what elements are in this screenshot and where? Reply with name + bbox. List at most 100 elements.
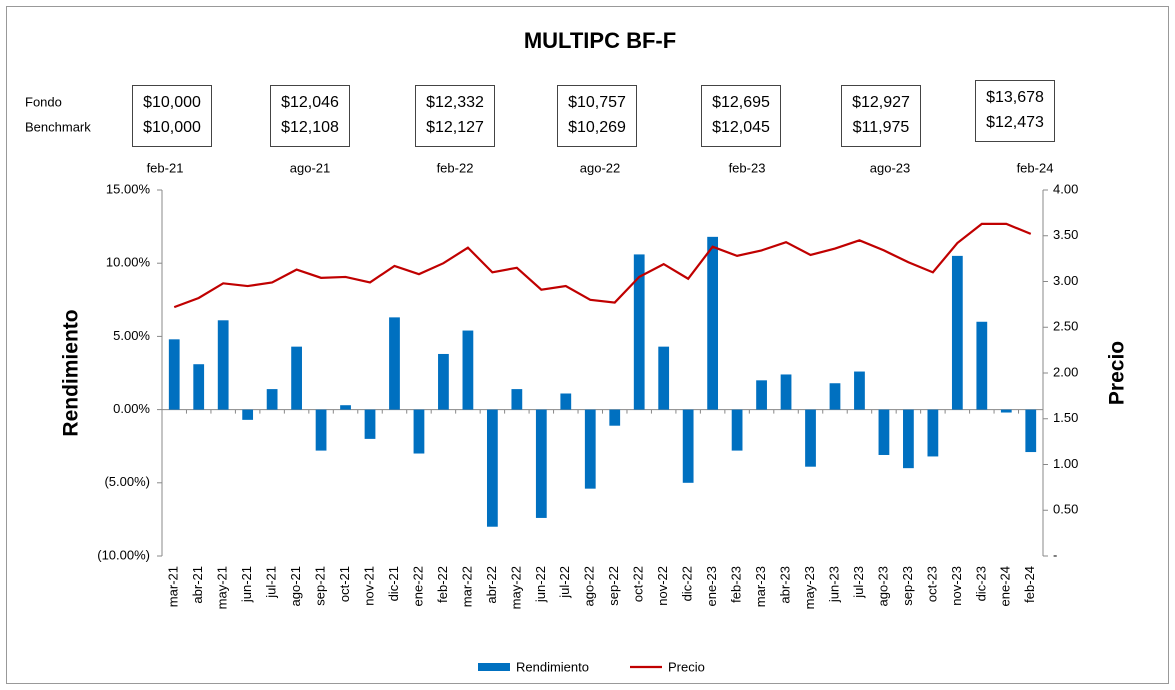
snapshot-box — [270, 85, 350, 147]
bar — [707, 236, 719, 410]
y-tick-label: 10.00% — [106, 255, 151, 270]
bar — [168, 339, 180, 410]
bar — [560, 393, 572, 410]
snapshot-fondo: $10,757 — [568, 94, 626, 111]
y-tick-label: (5.00%) — [104, 474, 150, 489]
line — [173, 222, 1032, 309]
snapshot-fondo: $12,695 — [712, 94, 770, 111]
y-tick-label: 0.00% — [113, 401, 150, 416]
bar — [462, 330, 474, 410]
bar — [266, 389, 278, 410]
snapshot-date: ago-23 — [870, 160, 910, 175]
x-tick-label: mar-22 — [459, 566, 474, 607]
x-tick-label: mar-23 — [753, 566, 768, 607]
snapshot-benchmark: $12,108 — [281, 119, 339, 136]
bar — [805, 409, 816, 467]
x-tick-label: nov-22 — [655, 566, 670, 606]
x-tick-label: ago-23 — [875, 566, 890, 606]
x-tick-label: sep-23 — [900, 566, 915, 606]
chart-title: MULTIPC BF-F — [524, 28, 676, 53]
bar — [584, 409, 596, 489]
bar — [364, 409, 376, 439]
bar — [854, 371, 865, 410]
x-tick-label: dic-21 — [386, 566, 401, 601]
x-tick-label: ene-23 — [704, 566, 719, 606]
bar — [486, 409, 498, 527]
y2-axis-title: Precio — [1106, 341, 1129, 405]
bar — [413, 409, 425, 454]
snapshot-fondo: $13,678 — [986, 89, 1044, 106]
bar — [535, 409, 547, 518]
snapshot-date: ago-21 — [290, 160, 330, 175]
x-tick-label: ago-21 — [288, 566, 303, 606]
bar — [903, 409, 914, 469]
bar — [878, 409, 890, 455]
bar — [291, 346, 302, 410]
x-tick-label: sep-21 — [313, 566, 328, 606]
snapshot-box — [557, 85, 637, 147]
x-tick-label: may-22 — [508, 566, 523, 609]
x-tick-label: jun-23 — [826, 566, 841, 603]
y2-tick-label: 2.50 — [1053, 319, 1078, 334]
x-tick-label: jul-21 — [264, 566, 279, 599]
legend-label: Rendimiento — [516, 659, 589, 674]
snapshot-date: feb-22 — [437, 160, 474, 175]
bar — [756, 380, 767, 410]
bar — [340, 405, 351, 410]
snapshot-box — [701, 85, 781, 147]
bar — [927, 409, 939, 457]
x-tick-label: abr-22 — [484, 566, 499, 604]
snapshot-benchmark: $12,127 — [426, 119, 484, 136]
row-label: Fondo — [25, 94, 62, 109]
x-tick-label: may-23 — [802, 566, 817, 609]
legend-swatch — [478, 663, 510, 671]
legend-label: Precio — [668, 659, 705, 674]
snapshot-date: feb-23 — [729, 160, 766, 175]
snapshot-benchmark: $10,269 — [568, 119, 626, 136]
x-tick-label: dic-22 — [680, 566, 695, 601]
y2-tick-label: 3.00 — [1053, 273, 1078, 288]
snapshot-fondo: $12,332 — [426, 94, 484, 111]
y2-tick-label: 1.50 — [1053, 410, 1078, 425]
y2-tick-label: 0.50 — [1053, 502, 1078, 517]
x-tick-label: feb-23 — [729, 566, 744, 603]
x-tick-label: mar-21 — [166, 566, 181, 607]
x-tick-label: sep-22 — [606, 566, 621, 606]
row-label: Benchmark — [25, 119, 91, 134]
y2-tick-label: - — [1053, 547, 1057, 562]
x-tick-label: oct-23 — [924, 566, 939, 602]
x-tick-label: dic-23 — [973, 566, 988, 601]
y-tick-label: 5.00% — [113, 328, 150, 343]
x-tick-label: jul-23 — [851, 566, 866, 599]
x-tick-label: nov-21 — [361, 566, 376, 606]
snapshot-box — [132, 85, 212, 147]
x-tick-label: oct-21 — [337, 566, 352, 602]
x-tick-label: feb-24 — [1022, 566, 1037, 603]
x-tick-label: nov-23 — [949, 566, 964, 606]
bar — [633, 254, 645, 410]
x-tick-label: ene-24 — [998, 566, 1013, 606]
bar — [780, 374, 792, 410]
bar — [951, 255, 963, 410]
snapshot-benchmark: $12,473 — [986, 114, 1044, 131]
bar — [658, 346, 670, 410]
snapshot-box — [975, 80, 1055, 142]
y2-tick-label: 1.00 — [1053, 456, 1078, 471]
bar — [315, 409, 327, 451]
snapshot-fondo: $10,000 — [143, 94, 201, 111]
y-axis-title: Rendimiento — [60, 309, 83, 436]
snapshot-box — [841, 85, 921, 147]
x-tick-label: ago-22 — [582, 566, 597, 606]
snapshot-benchmark: $12,045 — [712, 119, 770, 136]
y2-tick-label: 4.00 — [1053, 181, 1078, 196]
x-tick-label: jun-21 — [239, 566, 254, 603]
bar — [1025, 409, 1037, 453]
bar — [682, 409, 694, 483]
bar — [976, 321, 988, 410]
snapshot-benchmark: $10,000 — [143, 119, 201, 136]
bar — [438, 353, 449, 410]
bar — [1000, 409, 1012, 413]
bar — [511, 389, 523, 410]
x-tick-label: feb-22 — [435, 566, 450, 603]
